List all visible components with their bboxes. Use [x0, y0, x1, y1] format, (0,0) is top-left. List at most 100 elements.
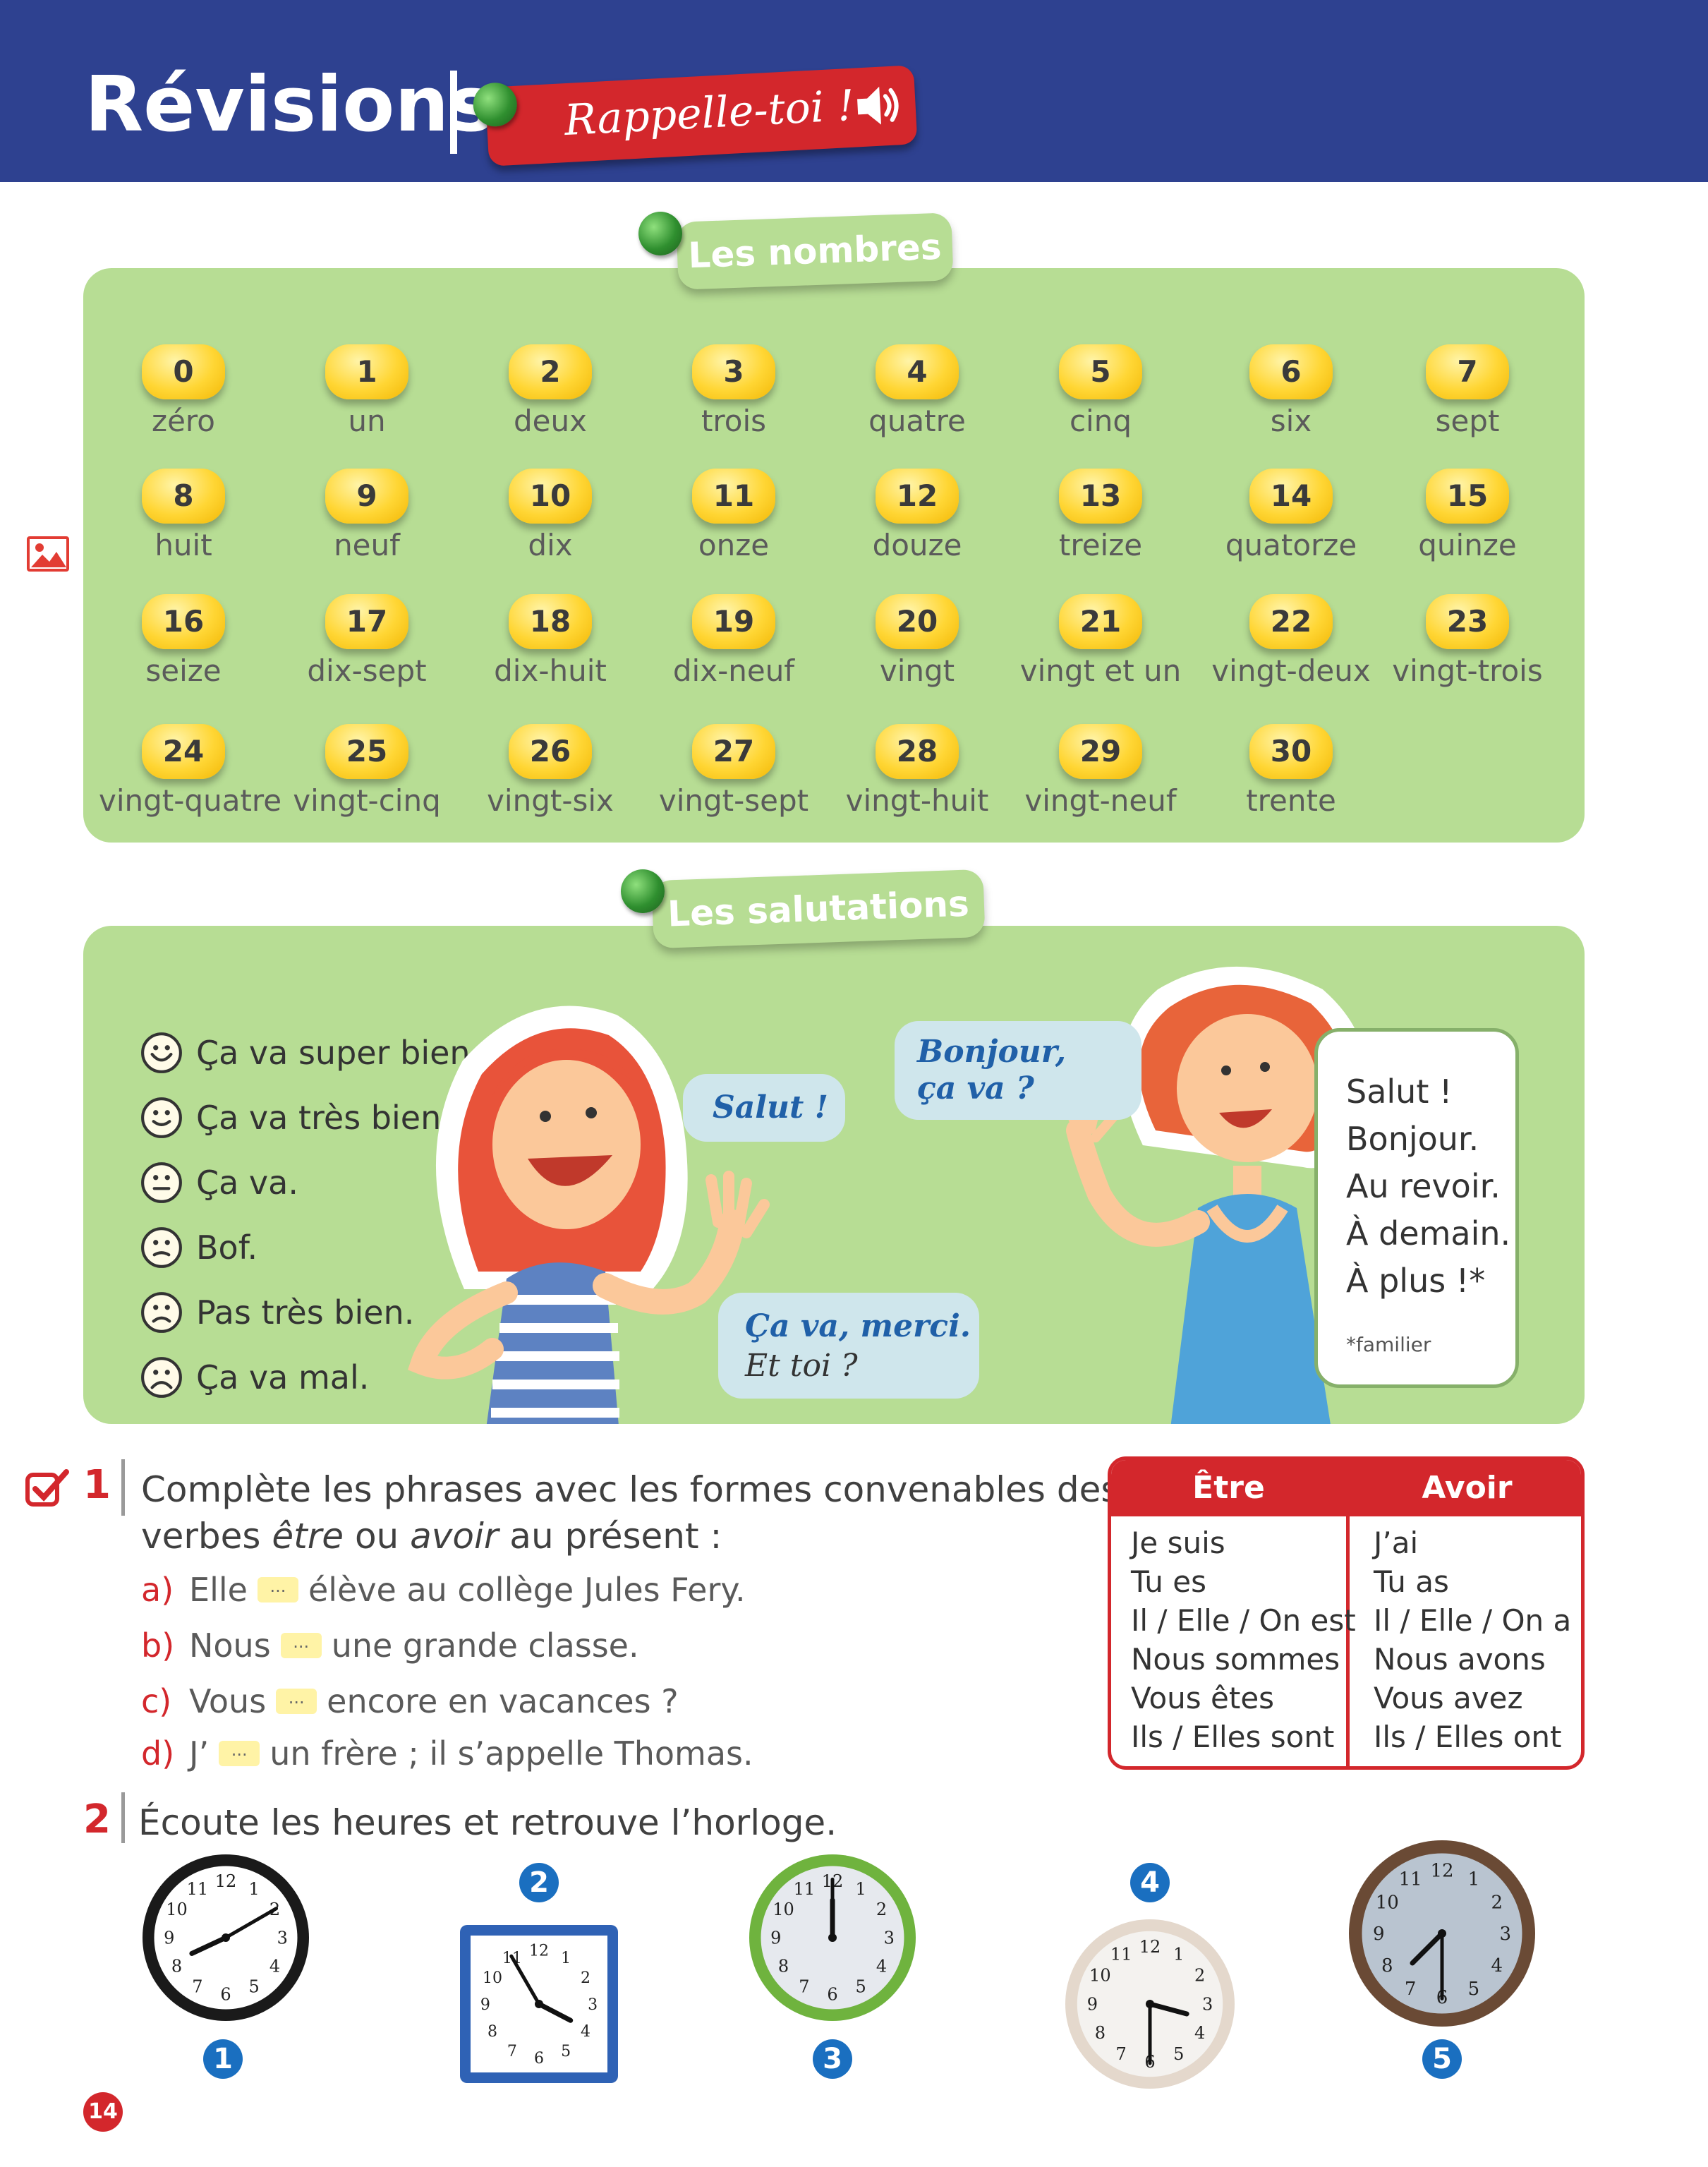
bubble-cava-line1: Ça va, merci. — [745, 1308, 971, 1344]
number-digit: 11 — [692, 469, 775, 524]
happy-face-icon — [141, 1097, 182, 1138]
greeting-phrase: À plus !* — [1346, 1262, 1486, 1300]
number-word: dix-neuf — [672, 653, 795, 688]
clock-5-icon[interactable]: 121234567891011 — [1345, 1837, 1539, 2030]
etre-form: Ils / Elles sont — [1131, 1720, 1335, 1754]
mood-row: Pas très bien. — [140, 1291, 414, 1334]
number-item: 11 onze — [649, 469, 818, 562]
number-word: vingt — [879, 653, 955, 688]
number-word: un — [348, 404, 386, 438]
svg-text:7: 7 — [1116, 2044, 1127, 2064]
number-digit: 12 — [876, 469, 959, 524]
number-word: seize — [145, 653, 222, 688]
clock-3-icon[interactable]: 121234567891011 — [746, 1851, 919, 2024]
greeting-phrases-list: Salut ! Bonjour. Au revoir. À demain. À plus… — [1346, 1068, 1515, 1305]
greeting-phrase: Au revoir. — [1346, 1167, 1501, 1205]
exercise-2-instruction: Écoute les heures et retrouve l’horloge. — [138, 1802, 837, 1843]
greeting-phrase: Salut ! — [1346, 1073, 1453, 1111]
svg-text:5: 5 — [855, 1977, 866, 1997]
number-word: zéro — [152, 404, 215, 438]
avoir-form: Tu as — [1374, 1564, 1449, 1599]
clock-4-icon[interactable]: 121234567891011 — [1062, 1916, 1238, 2092]
svg-text:5: 5 — [561, 2043, 571, 2060]
neutral-face-icon — [141, 1162, 182, 1203]
greeting-phrase: À demain. — [1346, 1214, 1511, 1252]
svg-text:9: 9 — [1373, 1924, 1385, 1945]
answer-blank[interactable]: ... — [276, 1689, 317, 1714]
verb-table-divider — [1346, 1516, 1350, 1766]
svg-text:10: 10 — [483, 1969, 502, 1987]
svg-text:6: 6 — [534, 2050, 544, 2068]
speech-bubble-salut: Salut ! — [683, 1074, 845, 1142]
sentence-start: Elle — [189, 1571, 248, 1609]
rappelle-toi-badge[interactable]: Rappelle-toi ! — [472, 65, 918, 167]
number-item: 22 vingt-deux — [1206, 594, 1376, 688]
number-item: 24 vingt-quatre — [99, 724, 282, 818]
number-digit: 22 — [1249, 594, 1333, 649]
avoir-form: Nous avons — [1374, 1642, 1546, 1677]
exercise-sentence: b) Nous... une grande classe. — [141, 1626, 639, 1665]
number-digit: 30 — [1249, 724, 1333, 779]
svg-text:4: 4 — [1194, 2023, 1205, 2043]
number-item: 18 dix-huit — [466, 594, 635, 688]
svg-text:2: 2 — [581, 1969, 590, 1987]
number-item: 1 un — [282, 344, 452, 438]
number-digit: 17 — [325, 594, 408, 649]
clock-number-badge: 1 — [203, 2039, 243, 2079]
number-word: quatre — [868, 404, 966, 438]
clock-2-icon[interactable]: 121234567891011 — [456, 1921, 622, 2087]
answer-blank[interactable]: ... — [219, 1741, 260, 1766]
number-digit: 27 — [692, 724, 775, 779]
etre-column: Je suis Tu es Il / Elle / On est Nous somme… — [1131, 1523, 1356, 1756]
number-word: vingt et un — [1019, 653, 1182, 688]
exercise-1-instruction-line1: Complète les phrases avec les formes con… — [141, 1469, 1120, 1510]
svg-text:7: 7 — [799, 1977, 809, 1997]
number-digit: 6 — [1249, 344, 1333, 399]
clock-1-icon[interactable]: 121234567891011 — [139, 1851, 313, 2024]
bubble-cava-line2: Et toi ? — [745, 1348, 858, 1384]
answer-blank[interactable]: ... — [257, 1577, 298, 1602]
sentence-end: une grande classe. — [331, 1626, 639, 1665]
svg-text:12: 12 — [1430, 1860, 1453, 1881]
svg-text:8: 8 — [1381, 1955, 1393, 1976]
speech-bubble-bonjour: Bonjour, ça va ? — [895, 1021, 1141, 1120]
svg-text:3: 3 — [1499, 1924, 1511, 1945]
number-digit: 5 — [1059, 344, 1142, 399]
exercise-divider — [121, 1459, 125, 1516]
svg-text:8: 8 — [1095, 2023, 1106, 2043]
svg-text:9: 9 — [1087, 1994, 1098, 2014]
exercise-sentence: a) Elle... élève au collège Jules Fery. — [141, 1571, 746, 1609]
sentence-letter: b) — [141, 1626, 175, 1665]
number-word: sept — [1435, 404, 1500, 438]
avoir-form: Il / Elle / On a — [1374, 1603, 1572, 1638]
number-digit: 10 — [509, 469, 592, 524]
clock-number-badge: 3 — [813, 2039, 852, 2079]
etre-header: Être — [1192, 1470, 1265, 1506]
svg-text:10: 10 — [1376, 1892, 1399, 1913]
number-word: onze — [698, 528, 770, 562]
number-digit: 15 — [1426, 469, 1509, 524]
number-item: 4 quatre — [832, 344, 1002, 438]
number-item: 30 trente — [1206, 724, 1376, 818]
number-word: vingt-neuf — [1024, 783, 1177, 818]
number-item: 2 deux — [466, 344, 635, 438]
avoir-header: Avoir — [1422, 1470, 1513, 1506]
mood-label: Pas très bien. — [196, 1293, 415, 1332]
avoir-form: Ils / Elles ont — [1374, 1720, 1562, 1754]
number-word: huit — [155, 528, 212, 562]
number-digit: 24 — [142, 724, 225, 779]
number-word: vingt-quatre — [99, 783, 282, 818]
svg-text:8: 8 — [487, 2023, 497, 2041]
number-word: vingt-huit — [845, 783, 989, 818]
answer-blank[interactable]: ... — [280, 1633, 322, 1658]
mood-label: Ça va. — [196, 1164, 298, 1202]
number-digit: 29 — [1059, 724, 1142, 779]
exercise-sentence: c) Vous... encore en vacances ? — [141, 1682, 679, 1720]
speaker-icon[interactable] — [852, 80, 904, 132]
number-word: six — [1270, 404, 1312, 438]
exercise-2-number: 2 — [83, 1797, 111, 1842]
bubble-bonjour-line2: ça va ? — [917, 1070, 1034, 1106]
number-digit: 9 — [325, 469, 408, 524]
sentence-letter: d) — [141, 1734, 175, 1773]
image-icon[interactable] — [27, 536, 69, 572]
